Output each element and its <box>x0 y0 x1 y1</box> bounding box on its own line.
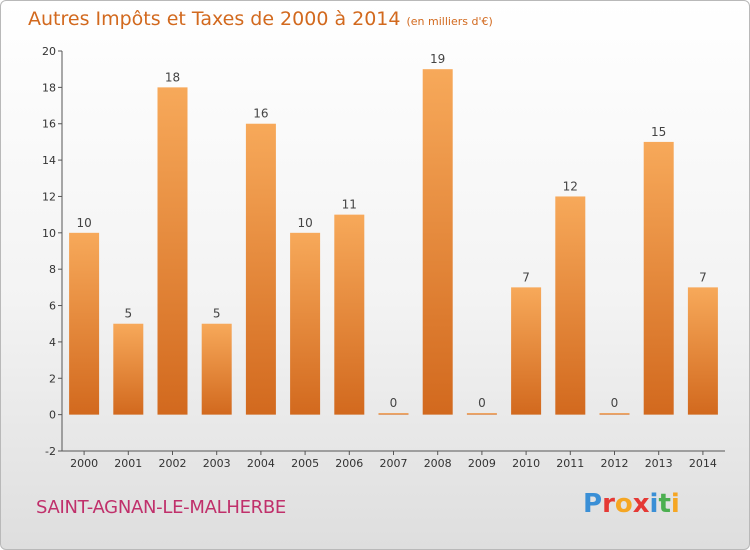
y-tick-label: 2 <box>49 372 56 385</box>
logo-letter: x <box>632 489 650 519</box>
bar <box>643 141 674 415</box>
y-tick-label: 0 <box>49 409 56 422</box>
data-label: 10 <box>297 216 312 230</box>
x-tick-label: 2004 <box>247 457 275 470</box>
x-tick-label: 2005 <box>291 457 319 470</box>
y-tick-label: 18 <box>42 81 56 94</box>
bar <box>113 323 144 415</box>
data-label: 0 <box>390 396 398 410</box>
data-label: 7 <box>522 270 530 284</box>
bar <box>422 69 453 415</box>
x-tick-label: 2013 <box>645 457 673 470</box>
logo-letter: P <box>583 489 603 519</box>
x-tick-label: 2006 <box>335 457 363 470</box>
y-tick-label: 10 <box>42 227 56 240</box>
data-label: 5 <box>213 307 221 321</box>
logo-letter: o <box>614 489 633 519</box>
x-tick-label: 2014 <box>689 457 717 470</box>
commune-name: SAINT-AGNAN-LE-MALHERBE <box>36 497 286 518</box>
logo-letter: r <box>602 489 615 519</box>
chart-unit: (en milliers d'€) <box>406 15 493 28</box>
data-label: 16 <box>253 107 268 121</box>
bar <box>378 413 409 415</box>
y-tick-label: 4 <box>49 336 56 349</box>
data-label: 0 <box>478 396 486 410</box>
data-label: 5 <box>124 307 132 321</box>
y-tick-label: 14 <box>42 154 56 167</box>
proxiti-logo: Proxiti <box>583 489 680 519</box>
y-tick-label: 12 <box>42 190 56 203</box>
bar <box>599 413 630 415</box>
bar <box>555 196 586 415</box>
logo-letter: i <box>649 489 659 519</box>
bar <box>334 214 365 415</box>
bar <box>245 123 276 415</box>
x-tick-label: 2008 <box>424 457 452 470</box>
x-tick-label: 2007 <box>380 457 408 470</box>
y-tick-label: 20 <box>42 45 56 58</box>
data-label: 11 <box>342 198 357 212</box>
x-tick-label: 2010 <box>512 457 540 470</box>
data-label: 7 <box>699 270 707 284</box>
x-tick-label: 2009 <box>468 457 496 470</box>
data-label: 12 <box>563 179 578 193</box>
y-tick-label: 16 <box>42 118 56 131</box>
x-tick-label: 2003 <box>203 457 231 470</box>
bar <box>290 232 321 415</box>
x-tick-label: 2000 <box>70 457 98 470</box>
x-tick-label: 2011 <box>556 457 584 470</box>
data-label: 10 <box>76 216 91 230</box>
bar <box>201 323 232 415</box>
bar <box>69 232 100 415</box>
y-tick-label: 8 <box>49 263 56 276</box>
data-label: 15 <box>651 125 666 139</box>
chart-title: Autres Impôts et Taxes de 2000 à 2014 (en… <box>28 8 493 30</box>
bar <box>687 287 718 415</box>
x-tick-label: 2001 <box>114 457 142 470</box>
bar <box>511 287 542 415</box>
bar <box>157 87 188 415</box>
x-tick-label: 2012 <box>601 457 629 470</box>
y-tick-label: -2 <box>45 445 56 458</box>
data-label: 0 <box>611 396 619 410</box>
data-label: 19 <box>430 52 445 66</box>
x-tick-label: 2002 <box>159 457 187 470</box>
y-tick-label: 6 <box>49 300 56 313</box>
bar <box>466 413 497 415</box>
logo-letter: i <box>670 489 680 519</box>
logo-letter: t <box>658 489 671 519</box>
data-label: 18 <box>165 70 180 84</box>
chart-title-text: Autres Impôts et Taxes de 2000 à 2014 <box>28 8 401 30</box>
